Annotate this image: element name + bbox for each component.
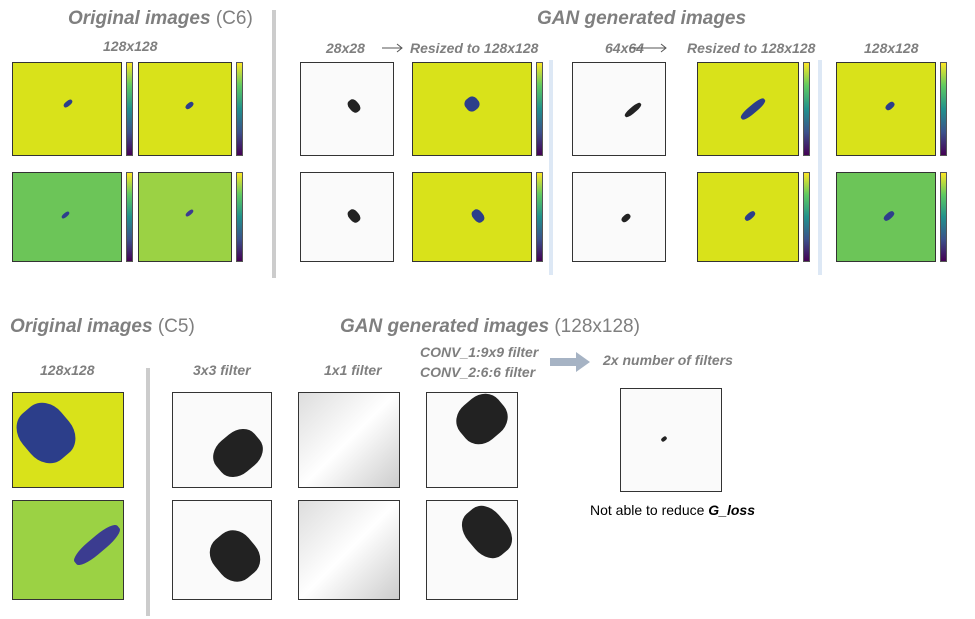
- image-feature: [623, 101, 643, 119]
- image-feature: [743, 209, 757, 223]
- column-label: 128x128: [864, 40, 919, 56]
- image-panel: [426, 392, 518, 488]
- image-feature: [738, 96, 768, 122]
- size-label: 128x128: [40, 362, 95, 378]
- image-panel: [836, 172, 936, 262]
- image-panel: [138, 172, 232, 262]
- image-panel: [12, 62, 122, 156]
- image-feature: [462, 94, 482, 114]
- colorbar: [236, 172, 243, 262]
- image-feature: [469, 207, 487, 225]
- column-label: 3x3 filter: [193, 362, 251, 378]
- image-feature: [620, 212, 632, 224]
- arrows: [382, 43, 667, 53]
- image-panel: [836, 62, 936, 156]
- column-label: 64x64: [605, 40, 644, 56]
- column-label: 28x28: [326, 40, 365, 56]
- column-label: 1x1 filter: [324, 362, 382, 378]
- colorbar: [803, 62, 810, 156]
- note-emph: G_loss: [708, 502, 755, 518]
- note-text: Not able to reduce: [590, 502, 709, 518]
- image-panel: [172, 392, 272, 488]
- heading-text: GAN generated images: [340, 316, 550, 337]
- heading-tag: (C6): [215, 8, 253, 29]
- arrow: [550, 352, 590, 372]
- column-label: CONV_1:9x9 filter: [420, 344, 539, 360]
- divider: [549, 60, 553, 275]
- image-panel: [412, 172, 532, 262]
- image-panel: [300, 172, 394, 262]
- divider: [818, 60, 822, 275]
- heading: Original images (C5): [10, 316, 195, 338]
- column-label: Resized to 128x128: [687, 40, 816, 56]
- image-panel: [172, 500, 272, 600]
- heading-tag: (C5): [157, 316, 195, 337]
- image-panel: [298, 392, 400, 488]
- image-feature: [62, 98, 74, 109]
- colorbar: [126, 62, 133, 156]
- image-panel: [697, 62, 799, 156]
- image-feature: [882, 209, 896, 223]
- divider: [272, 10, 276, 278]
- divider: [146, 368, 150, 616]
- image-feature: [660, 435, 668, 443]
- image-feature: [345, 97, 363, 115]
- image-panel: [12, 172, 122, 262]
- image-panel: [138, 62, 232, 156]
- colorbar: [940, 172, 947, 262]
- colorbar: [536, 62, 543, 156]
- colorbar: [236, 62, 243, 156]
- colorbar: [536, 172, 543, 262]
- column-label: CONV_2:6:6 filter: [420, 364, 536, 380]
- image-feature: [70, 520, 123, 570]
- image-feature: [884, 100, 896, 112]
- image-feature: [60, 210, 71, 220]
- image-feature: [205, 421, 271, 485]
- heading: GAN generated images (128x128): [340, 316, 640, 338]
- image-panel: [300, 62, 394, 156]
- image-feature: [448, 393, 516, 452]
- column-label: Resized to 128x128: [410, 40, 539, 56]
- image-panel: [697, 172, 799, 262]
- heading-text: Original images: [68, 8, 211, 29]
- heading: GAN generated images: [537, 8, 747, 29]
- image-panel: [12, 392, 124, 488]
- image-feature: [345, 207, 363, 225]
- column-label: 2x number of filters: [603, 352, 733, 368]
- heading-text: Original images: [10, 316, 153, 337]
- image-panel: [572, 62, 666, 156]
- colorbar: [940, 62, 947, 156]
- image-feature: [184, 208, 195, 218]
- colorbar: [803, 172, 810, 262]
- image-panel: [12, 500, 124, 600]
- image-panel: [572, 172, 666, 262]
- note: Not able to reduce G_loss: [590, 502, 755, 518]
- image-feature: [13, 393, 85, 473]
- image-feature: [454, 501, 517, 566]
- image-panel: [620, 388, 722, 492]
- colorbar: [126, 172, 133, 262]
- image-feature: [184, 100, 195, 111]
- image-panel: [412, 62, 532, 156]
- image-panel: [298, 500, 400, 600]
- image-feature: [202, 522, 268, 590]
- heading-tag: (128x128): [554, 316, 640, 337]
- image-panel: [426, 500, 518, 600]
- heading: Original images (C6): [68, 8, 253, 30]
- size-label: 128x128: [103, 38, 158, 54]
